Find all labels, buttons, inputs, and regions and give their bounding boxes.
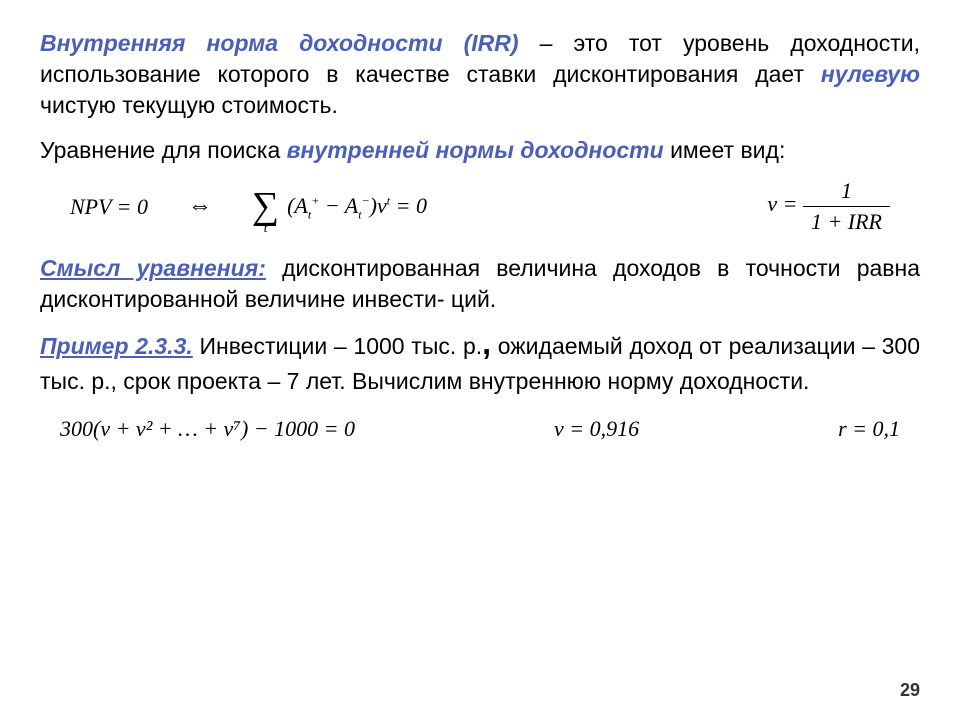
eq2-mid: v = 0,916 [554, 414, 639, 444]
sum-eq: ∑t (At+ − At−)vt = 0 [252, 189, 427, 223]
definition-paragraph: Внутренняя норма доходности (IRR) – это … [40, 28, 920, 121]
example-paragraph: Пример 2.3.3. Инвестиции – 1000 тыс. р.,… [40, 329, 920, 400]
meaning-paragraph: Смысл уравнения: дисконтированная величи… [40, 253, 920, 315]
sigma-symbol: ∑t [252, 189, 279, 223]
iff-arrow: ⇔ [188, 190, 212, 222]
eq2-right: r = 0,1 [838, 414, 900, 444]
sum-body: (At+ − At−)vt = 0 [287, 191, 427, 223]
equation-intro: Уравнение для поиска внутренней нормы до… [40, 135, 920, 166]
def-tail: чистую текущую стоимость. [40, 92, 338, 118]
v-fraction: v = 1 1 + IRR [767, 176, 890, 236]
v-eq-lead: v = [767, 191, 803, 216]
frac-den: 1 + IRR [803, 207, 890, 237]
meaning-head: Смысл уравнения: [40, 255, 266, 281]
fraction: 1 1 + IRR [803, 176, 890, 236]
intro-emph: внутренней нормы доходности [287, 137, 664, 163]
example-head: Пример 2.3.3. [40, 333, 193, 359]
term-irr: Внутренняя норма доходности (IRR) [40, 30, 519, 56]
page-number: 29 [900, 678, 920, 702]
example-body1: Инвестиции – 1000 тыс. р. [199, 333, 482, 359]
frac-num: 1 [803, 176, 890, 207]
def-emph-zero: нулевую [821, 61, 920, 87]
equation-row-solve: 300(v + v² + … + v⁷) − 1000 = 0 v = 0,91… [60, 414, 900, 444]
equation-row-npv: NPV = 0 ⇔ ∑t (At+ − At−)vt = 0 v = 1 1 +… [70, 176, 910, 236]
big-comma: , [482, 325, 491, 361]
npv-eq: NPV = 0 [70, 192, 148, 222]
sigma-sub-t: t [264, 222, 268, 234]
eq2-left: 300(v + v² + … + v⁷) − 1000 = 0 [60, 414, 355, 444]
intro-tail: имеет вид: [670, 137, 785, 163]
intro-lead: Уравнение для поиска [40, 137, 287, 163]
